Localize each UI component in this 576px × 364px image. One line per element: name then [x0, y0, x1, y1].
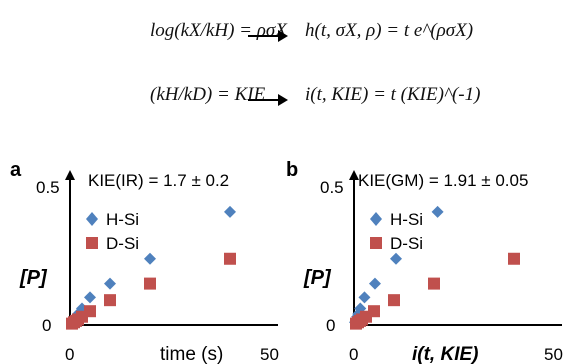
data-point-d-si — [84, 305, 96, 318]
y-axis-label: [P] — [303, 267, 332, 289]
x-tick-label: 0 — [349, 345, 358, 364]
arrow-icon — [248, 30, 288, 42]
y-tick-label: 0 — [326, 316, 335, 335]
data-point-d-si — [104, 294, 116, 307]
legend-label: H-Si — [106, 210, 139, 229]
equation-2-rhs: i(t, KIE) = t (KIE)^(-1) — [305, 84, 481, 105]
legend-marker-d-si — [370, 237, 382, 249]
equation-2-lhs: (kH/kD) = KIE — [150, 84, 266, 105]
data-point-h-si — [104, 277, 116, 290]
data-point-h-si — [358, 291, 371, 304]
x-tick-label: 50 — [260, 345, 279, 364]
y-axis-arrowhead — [65, 170, 75, 180]
legend-label: H-Si — [390, 210, 423, 229]
y-axis-arrowhead — [349, 170, 359, 180]
data-point-h-si — [144, 252, 156, 265]
legend-marker-h-si — [86, 212, 98, 226]
x-axis-label: time (s) — [160, 344, 223, 364]
legend-label: D-Si — [106, 234, 139, 253]
y-tick-label: 0.5 — [320, 178, 344, 197]
x-axis-label: i(t, KIE) — [412, 344, 479, 364]
data-point-h-si — [84, 291, 96, 304]
y-axis-label: [P] — [19, 267, 48, 289]
x-tick-label: 50 — [544, 345, 563, 364]
chart-title: KIE(GM) = 1.91 ± 0.05 — [358, 171, 528, 190]
equation-1-rhs: h(t, σX, ρ) = t e^(ρσX) — [305, 20, 474, 41]
arrow-icon — [248, 94, 288, 106]
data-point-d-si — [508, 252, 520, 265]
data-point-d-si — [224, 252, 236, 265]
data-point-h-si — [431, 205, 444, 218]
chart-title: KIE(IR) = 1.7 ± 0.2 — [88, 171, 229, 190]
data-point-h-si — [390, 252, 402, 265]
data-point-d-si — [428, 277, 440, 290]
legend-marker-h-si — [370, 212, 382, 226]
y-tick-label: 0 — [42, 316, 51, 335]
y-tick-label: 0.5 — [36, 178, 60, 197]
x-tick-label: 0 — [65, 345, 74, 364]
data-point-h-si — [368, 277, 381, 290]
data-point-d-si — [144, 277, 156, 290]
panel-label: b — [286, 159, 298, 181]
data-point-d-si — [388, 294, 400, 307]
data-point-h-si — [224, 205, 236, 218]
legend-marker-d-si — [86, 237, 98, 249]
panel-label: a — [10, 159, 22, 181]
legend-label: D-Si — [390, 234, 423, 253]
data-point-d-si — [368, 305, 380, 318]
